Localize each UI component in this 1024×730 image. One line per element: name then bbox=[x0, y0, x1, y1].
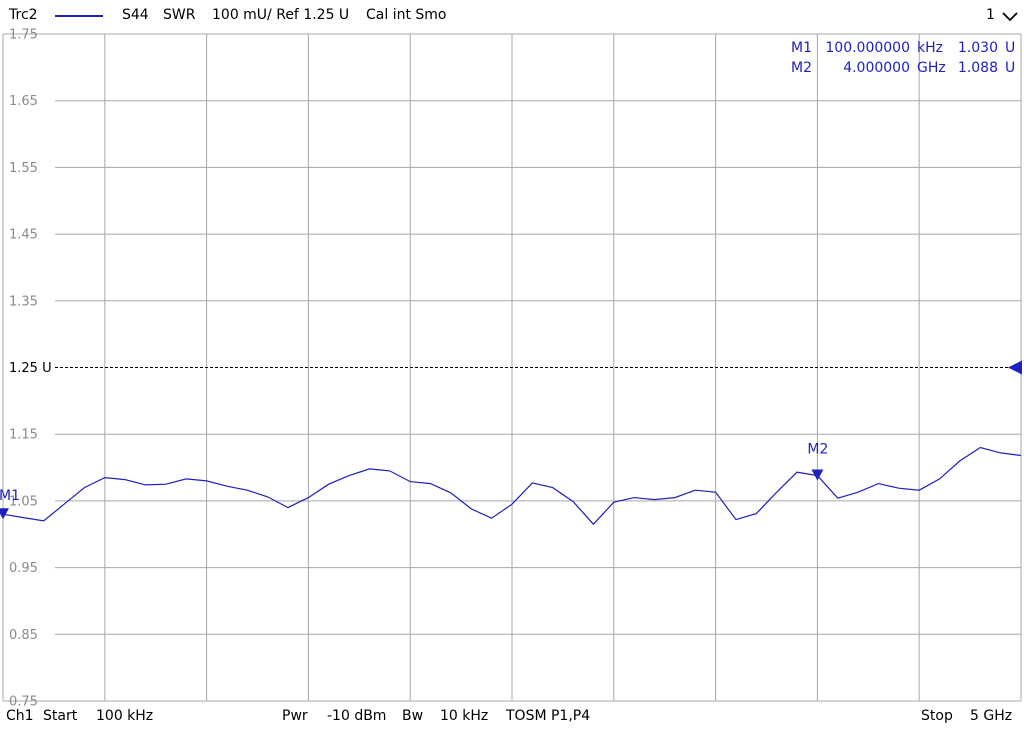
marker-table-value: 1.030 bbox=[958, 40, 998, 56]
y-tick-label: 1.45 bbox=[9, 228, 38, 243]
bandwidth-value[interactable]: 10 kHz bbox=[440, 708, 489, 724]
channel-footer: Ch1 Start 100 kHz Pwr -10 dBm Bw 10 kHz … bbox=[0, 702, 1024, 730]
bandwidth-label: Bw bbox=[402, 708, 424, 724]
trace-line bbox=[2, 446, 1022, 526]
y-tick-label: 1.55 bbox=[9, 161, 38, 176]
y-tick-label: 0.85 bbox=[9, 628, 38, 643]
trace-header: Trc2 S44 SWR 100 mU/ Ref 1.25 U Cal int … bbox=[0, 0, 1024, 32]
y-tick-label: 1.05 bbox=[9, 494, 38, 509]
stop-frequency[interactable]: 5 GHz bbox=[970, 708, 1013, 724]
marker-table-frequency-unit: GHz bbox=[917, 60, 946, 76]
marker-table-id: M2 bbox=[791, 60, 812, 76]
reference-level-arrow bbox=[1008, 360, 1022, 375]
channel-label[interactable]: Ch1 bbox=[6, 708, 34, 724]
power-value[interactable]: -10 dBm bbox=[327, 708, 387, 724]
power-label: Pwr bbox=[282, 708, 308, 724]
stop-label: Stop bbox=[921, 708, 953, 724]
y-tick-label: 0.75 bbox=[9, 695, 38, 710]
scale-reference[interactable]: 100 mU/ Ref 1.25 U bbox=[212, 7, 350, 23]
marker-m2-label[interactable]: M2 bbox=[807, 442, 828, 458]
y-tick-label: 1.35 bbox=[9, 294, 38, 309]
trace-color-swatch bbox=[55, 15, 103, 17]
window-number[interactable]: 1 bbox=[986, 7, 995, 23]
calibration-info: TOSM P1,P4 bbox=[506, 708, 591, 724]
marker-info-table: M1 100.000000 kHz 1.030 U M2 4.000000 GHz 1.088 U bbox=[791, 40, 1015, 76]
marker-m2-symbol[interactable] bbox=[811, 469, 824, 481]
y-tick-label: 1.25 U bbox=[9, 361, 52, 376]
start-label: Start bbox=[43, 708, 78, 724]
trace-name[interactable]: Trc2 bbox=[9, 7, 38, 23]
marker-table-value-unit: U bbox=[1005, 60, 1015, 76]
marker-table-frequency: 4.000000 bbox=[843, 60, 910, 76]
marker-table-id: M1 bbox=[791, 40, 812, 56]
marker-table-frequency: 100.000000 bbox=[825, 40, 910, 56]
chevron-down-icon[interactable] bbox=[1000, 6, 1020, 26]
y-tick-label: 1.65 bbox=[9, 94, 38, 109]
marker-symbols: M1 M2 bbox=[0, 442, 828, 520]
start-frequency[interactable]: 100 kHz bbox=[96, 708, 154, 724]
y-tick-label: 0.95 bbox=[9, 561, 38, 576]
marker-m1-label[interactable]: M1 bbox=[0, 488, 20, 504]
marker-table-value: 1.088 bbox=[958, 60, 998, 76]
y-axis-ticks: 1.75 1.65 1.55 1.45 1.35 1.25 U 1.15 1.05 0.95 0.… bbox=[9, 28, 52, 710]
trace-format[interactable]: SWR bbox=[163, 7, 196, 23]
y-tick-label: 1.75 bbox=[9, 28, 38, 43]
marker-table-frequency-unit: kHz bbox=[917, 40, 943, 56]
measured-parameter[interactable]: S44 bbox=[122, 7, 149, 23]
marker-table-value-unit: U bbox=[1005, 40, 1015, 56]
marker-m1-symbol[interactable] bbox=[0, 508, 9, 520]
calibration-status: Cal int Smo bbox=[366, 7, 447, 23]
y-tick-label: 1.15 bbox=[9, 428, 38, 443]
